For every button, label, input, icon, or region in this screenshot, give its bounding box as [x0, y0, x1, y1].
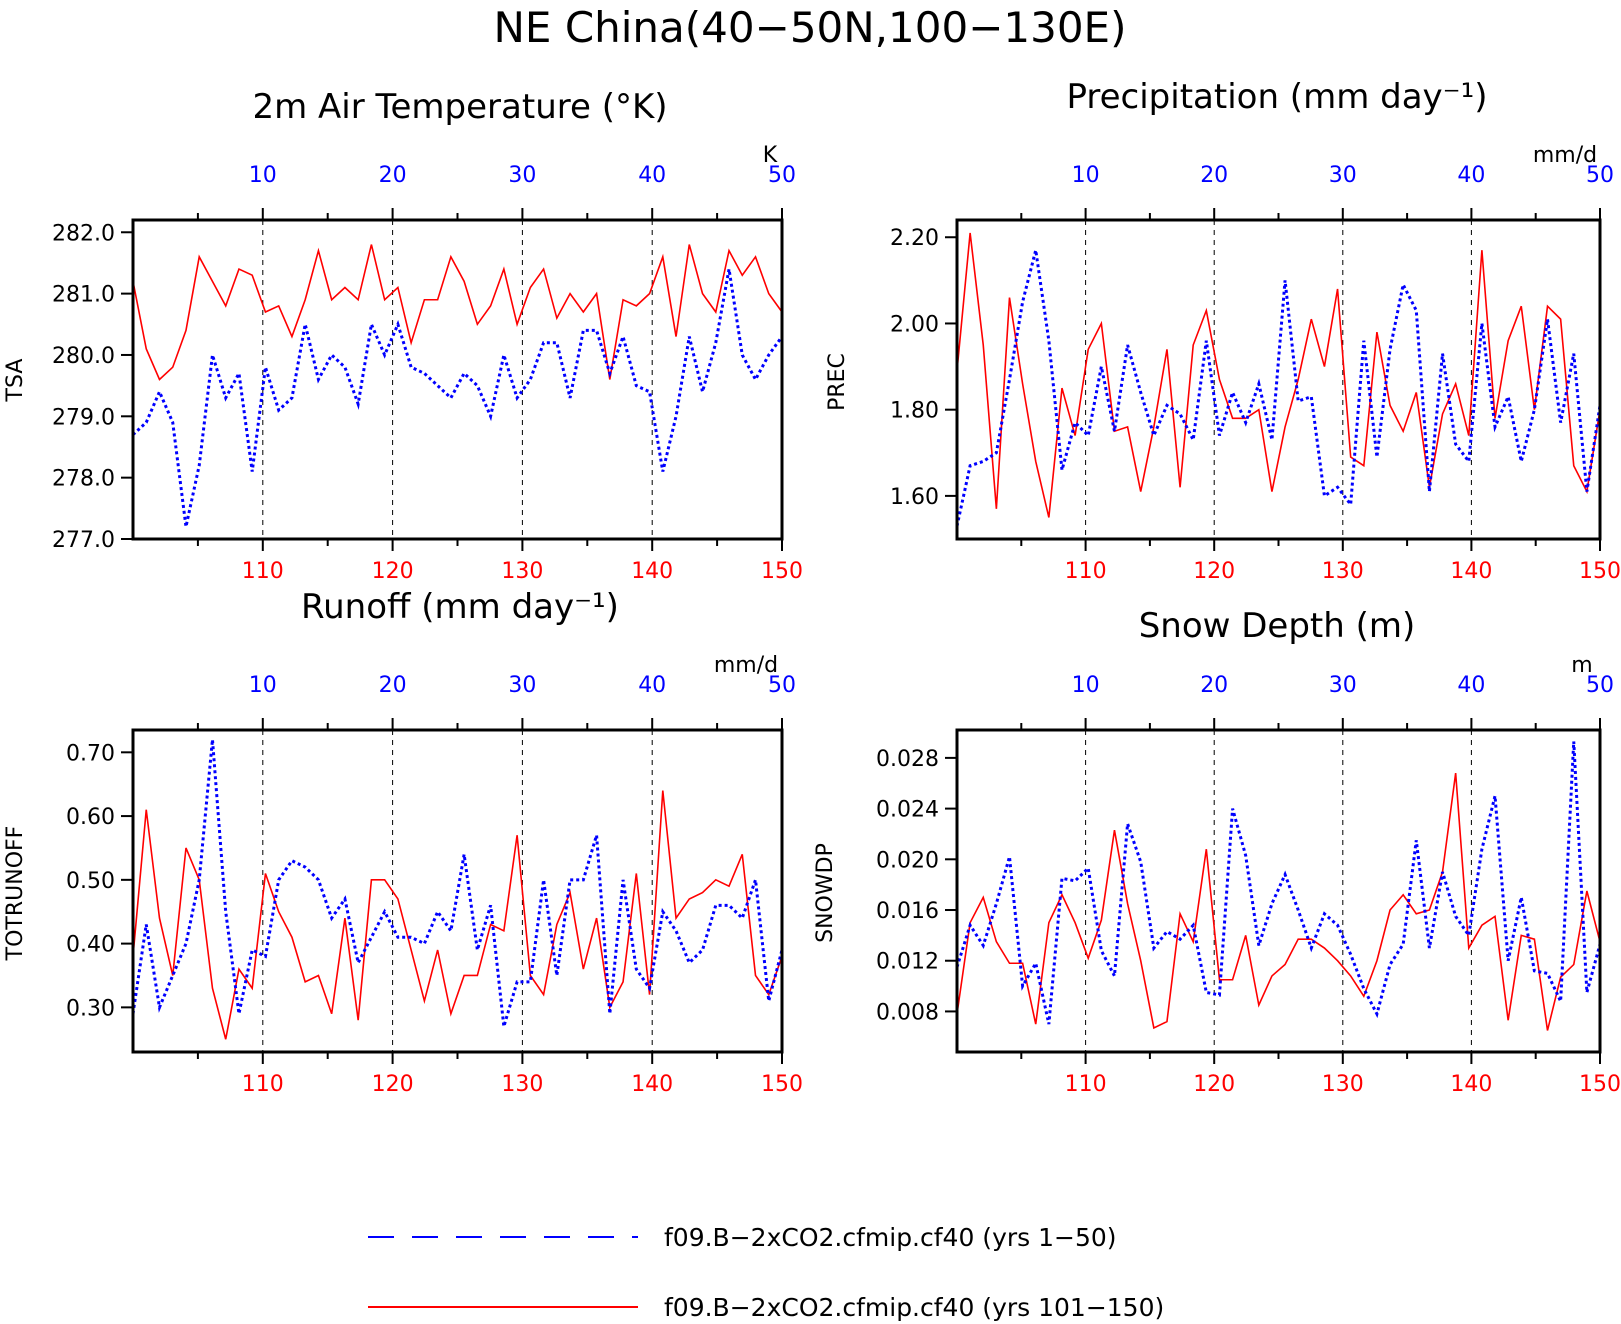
y-axis-label: TOTRUNOFF	[3, 826, 28, 962]
x-tick-label-top: 50	[768, 163, 796, 188]
x-tick-label-top: 40	[638, 163, 666, 188]
x-tick-label-top: 20	[1200, 163, 1228, 188]
y-axis-label: TSA	[3, 359, 28, 403]
x-tick-label-bottom: 130	[1322, 1072, 1364, 1097]
y-tick-label: 279.0	[52, 405, 115, 430]
series-line-yrs-1-50	[955, 741, 1602, 1025]
x-tick-label-bottom: 110	[242, 559, 284, 584]
y-tick-label: 0.40	[66, 933, 115, 958]
x-tick-label-bottom: 130	[501, 1072, 543, 1097]
series-line-yrs-1-50	[131, 739, 784, 1027]
panel-title: 2m Air Temperature (°K)	[252, 87, 667, 127]
x-tick-label-top: 30	[508, 673, 536, 698]
x-tick-label-top: 10	[1072, 163, 1100, 188]
y-tick-label: 0.028	[876, 747, 939, 772]
series-line-yrs-101-150	[956, 772, 1601, 1031]
x-tick-label-top: 20	[1200, 673, 1228, 698]
y-tick-label: 1.60	[890, 485, 939, 510]
x-tick-label-bottom: 140	[1450, 1072, 1492, 1097]
x-tick-label-bottom: 130	[501, 559, 543, 584]
x-tick-label-top: 50	[768, 673, 796, 698]
panel-snow-depth: Snow Depth (m) SNOWDP m	[813, 606, 1593, 943]
x-tick-label-bottom: 140	[631, 1072, 673, 1097]
y-tick-label: 0.50	[66, 869, 115, 894]
panel-runoff: Runoff (mm day⁻¹) TOTRUNOFF mm/d	[3, 587, 778, 961]
x-tick-label-bottom: 110	[242, 1072, 284, 1097]
x-tick-label-top: 40	[638, 673, 666, 698]
y-tick-label: 0.012	[876, 950, 939, 975]
units-label: K	[763, 143, 778, 168]
figure-title: NE China(40−50N,100−130E)	[494, 3, 1127, 52]
x-tick-label-bottom: 140	[631, 559, 673, 584]
y-tick-label: 278.0	[52, 467, 115, 492]
y-axis-label: PREC	[825, 353, 850, 411]
series-line-yrs-101-150	[132, 244, 783, 381]
x-tick-label-top: 40	[1457, 673, 1485, 698]
panel-title: Snow Depth (m)	[1139, 606, 1416, 646]
plot-area: 277.0 278.0 279.0 280.0 281.0 282.0 110 120 130 1…	[52, 163, 803, 584]
x-tick-label-top: 50	[1586, 673, 1614, 698]
x-tick-label-bottom: 150	[761, 1072, 803, 1097]
y-tick-label: 277.0	[52, 528, 115, 553]
x-tick-label-bottom: 150	[1579, 1072, 1621, 1097]
x-tick-label-top: 30	[508, 163, 536, 188]
y-tick-label: 0.30	[66, 996, 115, 1021]
x-tick-label-top: 10	[249, 673, 277, 698]
y-tick-label: 280.0	[52, 344, 115, 369]
x-tick-label-top: 10	[249, 163, 277, 188]
series-line-yrs-1-50	[131, 268, 784, 528]
x-tick-label-bottom: 120	[1193, 559, 1235, 584]
series-line-yrs-101-150	[132, 790, 783, 1040]
y-tick-label: 282.0	[52, 221, 115, 246]
units-label: mm/d	[714, 653, 778, 678]
x-tick-label-top: 20	[379, 673, 407, 698]
y-tick-label: 0.60	[66, 805, 115, 830]
legend-label: f09.B−2xCO2.cfmip.cf40 (yrs 1−50)	[664, 1223, 1117, 1252]
y-tick-label: 281.0	[52, 283, 115, 308]
x-tick-label-top: 30	[1329, 673, 1357, 698]
x-tick-label-top: 30	[1329, 163, 1357, 188]
plot-area: 0.30 0.40 0.50 0.60 0.70 110 120 130 140 150 10 20 3…	[66, 673, 803, 1097]
y-tick-label: 0.016	[876, 899, 939, 924]
y-tick-label: 0.020	[876, 848, 939, 873]
y-tick-label: 2.00	[890, 312, 939, 337]
y-tick-label: 0.008	[876, 1000, 939, 1025]
panel-precipitation: Precipitation (mm day⁻¹) PREC mm/d	[825, 77, 1597, 411]
x-tick-label-bottom: 110	[1065, 1072, 1107, 1097]
x-tick-label-bottom: 120	[1193, 1072, 1235, 1097]
panel-title: Runoff (mm day⁻¹)	[301, 587, 619, 627]
legend-label: f09.B−2xCO2.cfmip.cf40 (yrs 101−150)	[664, 1293, 1164, 1322]
units-label: m	[1571, 653, 1592, 678]
x-tick-label-bottom: 150	[761, 559, 803, 584]
x-tick-label-bottom: 140	[1450, 559, 1492, 584]
panel-temperature: 2m Air Temperature (°K) TSA K	[3, 87, 778, 402]
x-tick-label-bottom: 110	[1065, 559, 1107, 584]
x-tick-label-bottom: 150	[1579, 559, 1621, 584]
x-tick-label-bottom: 130	[1322, 559, 1364, 584]
y-tick-label: 1.80	[890, 399, 939, 424]
units-label: mm/d	[1533, 143, 1597, 168]
legend: f09.B−2xCO2.cfmip.cf40 (yrs 1−50) f09.B−…	[368, 1223, 1164, 1322]
x-tick-label-top: 50	[1586, 163, 1614, 188]
x-tick-label-bottom: 120	[372, 559, 414, 584]
series-line-yrs-101-150	[956, 232, 1601, 518]
plot-area: 0.008 0.012 0.016 0.020 0.024 0.028 110 120 130 1…	[876, 673, 1621, 1097]
y-tick-label: 2.20	[890, 226, 939, 251]
x-tick-label-top: 20	[379, 163, 407, 188]
plot-area: 1.60 1.80 2.00 2.20 110 120 130 140 150 10 20 30 40 5…	[890, 163, 1621, 584]
series-line-yrs-1-50	[955, 249, 1602, 527]
x-tick-label-top: 40	[1457, 163, 1485, 188]
panel-title: Precipitation (mm day⁻¹)	[1066, 77, 1487, 117]
x-tick-label-top: 10	[1072, 673, 1100, 698]
y-tick-label: 0.024	[876, 798, 939, 823]
x-tick-label-bottom: 120	[372, 1072, 414, 1097]
y-tick-label: 0.70	[66, 741, 115, 766]
y-axis-label: SNOWDP	[813, 843, 838, 943]
